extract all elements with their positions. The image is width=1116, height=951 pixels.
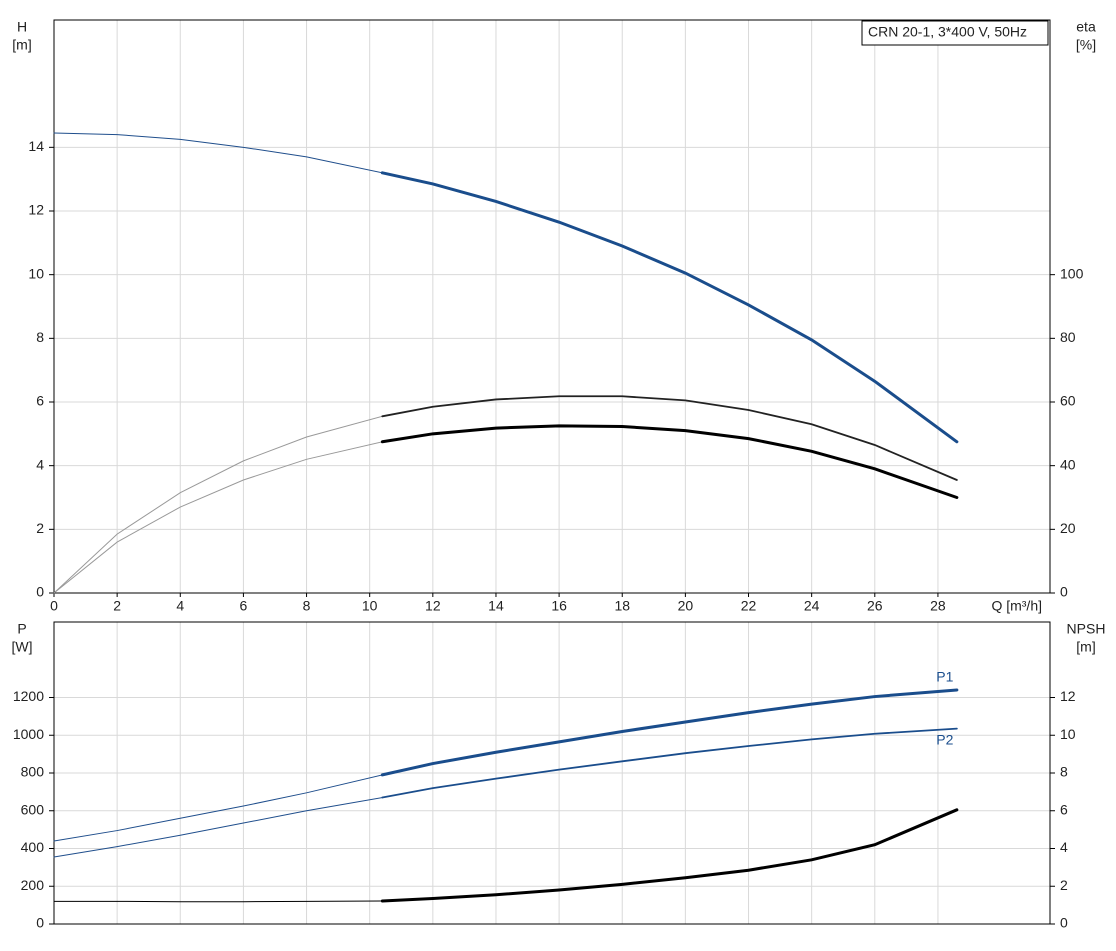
y2-tick-label: 10: [1060, 726, 1076, 742]
y-tick-label: 10: [28, 265, 44, 281]
curve: [380, 171, 959, 444]
x-tick-label: 6: [240, 598, 248, 614]
y-tick-label: 800: [21, 764, 45, 780]
y2-tick-label: 12: [1060, 688, 1076, 704]
y2-tick-label: 2: [1060, 877, 1068, 893]
y2-axis-unit: [%]: [1076, 37, 1096, 53]
y2-axis-label: NPSH: [1067, 621, 1106, 637]
y2-tick-label: 6: [1060, 801, 1068, 817]
x-tick-label: 20: [678, 598, 694, 614]
x-tick-label: 10: [362, 598, 378, 614]
y-tick-label: 0: [36, 915, 44, 931]
curve: [381, 395, 958, 481]
y-axis-unit: [m]: [12, 37, 31, 53]
curve: [53, 774, 383, 842]
x-tick-label: 12: [425, 598, 441, 614]
x-tick-label: 14: [488, 598, 504, 614]
y2-axis-unit: [m]: [1076, 639, 1095, 655]
y2-tick-label: 8: [1060, 764, 1068, 780]
y-tick-label: 2: [36, 520, 44, 536]
curve: [381, 727, 958, 799]
x-tick-label: 0: [50, 598, 58, 614]
x-tick-label: 28: [930, 598, 946, 614]
y2-tick-label: 40: [1060, 456, 1076, 472]
y2-tick-label: 4: [1060, 839, 1068, 855]
x-tick-label: 4: [176, 598, 184, 614]
y2-tick-label: 0: [1060, 584, 1068, 600]
curve: [380, 808, 959, 903]
curve-label: P1: [936, 669, 953, 685]
y-tick-label: 600: [21, 801, 45, 817]
y2-tick-label: 20: [1060, 520, 1076, 536]
y-tick-label: 0: [36, 584, 44, 600]
x-tick-label: 16: [551, 598, 567, 614]
curve: [380, 688, 959, 777]
y-tick-label: 8: [36, 329, 44, 345]
x-axis-label: Q [m³/h]: [991, 598, 1042, 614]
y-axis-label: H: [17, 19, 27, 35]
x-tick-label: 18: [614, 598, 630, 614]
annotation: CRN 20-1, 3*400 V, 50Hz: [868, 24, 1027, 40]
y2-tick-label: 100: [1060, 265, 1084, 281]
y-tick-label: 1200: [13, 688, 44, 704]
y2-tick-label: 0: [1060, 915, 1068, 931]
y2-tick-label: 60: [1060, 393, 1076, 409]
y2-axis-label: eta: [1076, 19, 1096, 35]
curve: [53, 132, 383, 174]
y-tick-label: 14: [28, 138, 44, 154]
y2-tick-label: 80: [1060, 329, 1076, 345]
y-tick-label: 400: [21, 839, 45, 855]
curve: [53, 797, 383, 858]
plot-frame: [53, 621, 1051, 925]
plot-frame: [53, 19, 1051, 594]
curve: [53, 415, 383, 594]
y-tick-label: 200: [21, 877, 45, 893]
x-tick-label: 22: [741, 598, 757, 614]
y-tick-label: 1000: [13, 726, 44, 742]
y-tick-label: 6: [36, 393, 44, 409]
y-axis-label: P: [17, 621, 26, 637]
y-tick-label: 4: [36, 456, 44, 472]
x-tick-label: 2: [113, 598, 121, 614]
curve: [380, 424, 959, 499]
y-axis-unit: [W]: [12, 639, 33, 655]
x-tick-label: 26: [867, 598, 883, 614]
curve: [53, 441, 383, 594]
annotation-box: [861, 20, 1049, 46]
curve-label: P2: [936, 731, 953, 747]
x-tick-label: 8: [303, 598, 311, 614]
y-tick-label: 12: [28, 202, 44, 218]
curve: [53, 900, 383, 903]
x-tick-label: 24: [804, 598, 820, 614]
